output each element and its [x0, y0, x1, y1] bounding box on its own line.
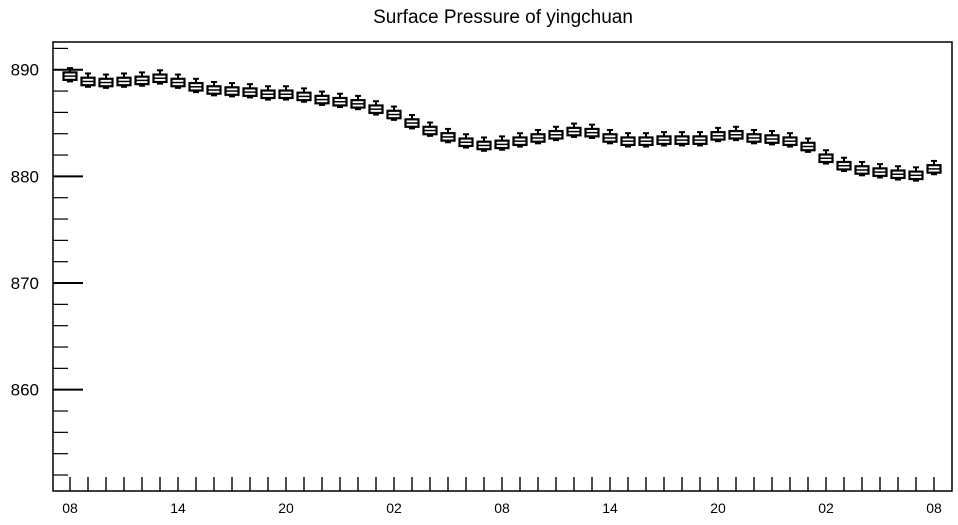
- box-mark: [170, 73, 186, 89]
- box-mark: [638, 132, 654, 148]
- box-mark: [350, 94, 366, 111]
- x-tick-label: 08: [926, 500, 942, 516]
- y-tick-label: 870: [11, 274, 39, 293]
- y-tick-label: 890: [11, 61, 39, 80]
- box-mark: [368, 100, 384, 116]
- box-mark: [818, 149, 834, 165]
- x-axis: 08 14 20 02 08 14 20 02 08: [62, 477, 942, 516]
- box-mark: [890, 165, 906, 181]
- x-tick-label: 14: [602, 500, 618, 516]
- box-mark: [458, 133, 474, 149]
- box-mark: [224, 82, 240, 98]
- y-tick-label: 860: [11, 381, 39, 400]
- box-mark: [116, 72, 132, 88]
- x-tick-label: 20: [278, 500, 294, 516]
- box-mark: [530, 128, 546, 145]
- box-mark: [332, 92, 348, 109]
- box-mark: [800, 137, 816, 153]
- box-mark: [314, 90, 330, 106]
- box-mark: [440, 127, 456, 144]
- box-mark: [710, 126, 726, 143]
- box-mark: [764, 130, 780, 146]
- box-mark: [872, 163, 888, 179]
- box-mark: [926, 159, 942, 176]
- plot-frame: [52, 41, 953, 492]
- box-mark: [134, 71, 150, 87]
- box-mark: [260, 85, 276, 101]
- box-mark: [854, 160, 870, 177]
- box-mark: [404, 114, 420, 130]
- box-mark: [206, 80, 222, 97]
- y-axis: 860 870 880 890: [11, 47, 83, 476]
- box-mark: [566, 122, 582, 138]
- y-tick-label: 880: [11, 167, 39, 186]
- x-tick-label: 14: [170, 500, 186, 516]
- box-mark: [296, 87, 312, 103]
- box-mark: [656, 131, 672, 147]
- box-mark: [548, 125, 564, 142]
- box-mark: [476, 136, 492, 152]
- box-mark: [746, 128, 762, 145]
- box-mark: [98, 73, 114, 89]
- box-mark: [602, 128, 618, 145]
- box-mark: [692, 131, 708, 147]
- box-mark: [674, 131, 690, 147]
- chart-title: Surface Pressure of yingchuan: [373, 7, 633, 28]
- box-mark: [152, 69, 168, 85]
- x-tick-label: 20: [710, 500, 726, 516]
- box-mark: [908, 166, 924, 182]
- x-tick-label: 02: [386, 500, 402, 516]
- box-mark: [836, 156, 852, 173]
- box-mark: [620, 132, 636, 148]
- box-series: [62, 67, 942, 182]
- x-tick-label: 08: [62, 500, 78, 516]
- box-mark: [278, 85, 294, 101]
- x-tick-label: 02: [818, 500, 834, 516]
- box-mark: [188, 77, 204, 94]
- x-tick-label: 08: [494, 500, 510, 516]
- box-mark: [422, 121, 438, 137]
- box-mark: [242, 83, 258, 99]
- box-mark: [62, 67, 78, 83]
- box-mark: [512, 132, 528, 148]
- box-mark: [782, 132, 798, 148]
- box-mark: [728, 125, 744, 142]
- box-mark: [80, 72, 96, 88]
- box-mark: [584, 123, 600, 139]
- box-mark: [494, 135, 510, 151]
- box-mark: [386, 105, 402, 121]
